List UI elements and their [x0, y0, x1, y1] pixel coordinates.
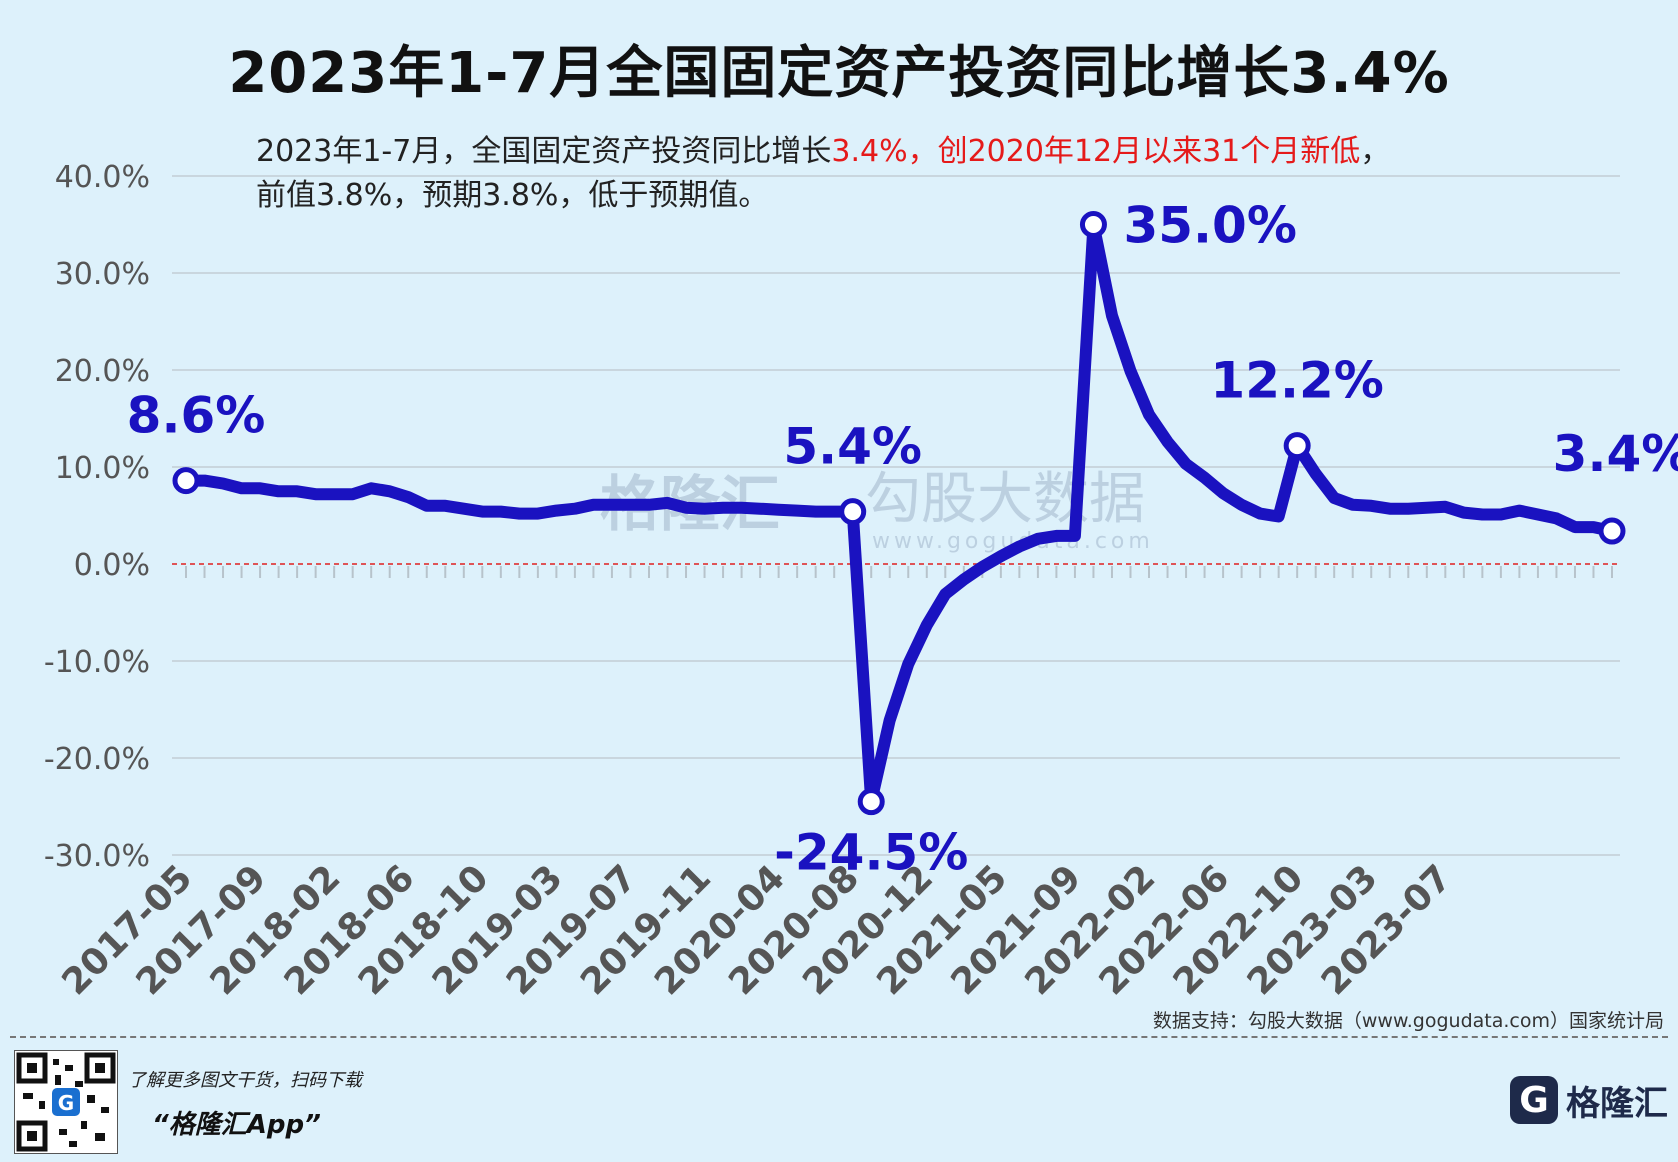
annotation-text: 2023年1-7月，全国固定资产投资同比增长	[256, 134, 832, 169]
qr-code: G	[14, 1050, 118, 1154]
annotation-comma: ，	[1360, 134, 1391, 169]
data-point-marker	[1283, 432, 1311, 460]
chart-title: 2023年1-7月全国固定资产投资同比增长3.4%	[228, 41, 1450, 106]
watermark-gogu: 勾股大数据	[865, 467, 1145, 532]
data-label: 35.0%	[1123, 197, 1296, 255]
line-chart: 格隆汇 勾股大数据 www.gogudata.com 40.0%30.0%20.…	[44, 160, 1678, 1000]
logo-icon: G	[1510, 1076, 1558, 1124]
data-label: 3.4%	[1553, 425, 1678, 483]
y-tick-label: 20.0%	[55, 354, 150, 389]
y-tick-label: 40.0%	[55, 160, 150, 195]
data-source: 数据支持：勾股大数据（www.gogudata.com）国家统计局	[1152, 1010, 1664, 1032]
y-tick-label: -30.0%	[44, 839, 150, 874]
data-point-marker	[172, 467, 200, 495]
qr-code-icon: G	[16, 1052, 116, 1152]
y-tick-label: -20.0%	[44, 742, 150, 777]
grid-layer	[172, 175, 1620, 856]
chart-annotation: 2023年1-7月，全国固定资产投资同比增长3.4%，创2020年12月以来31…	[256, 130, 1586, 218]
data-point-marker	[1598, 517, 1626, 545]
footer-divider	[10, 1036, 1668, 1038]
data-label: 12.2%	[1210, 352, 1383, 410]
y-tick-label: -10.0%	[44, 645, 150, 680]
series-line	[180, 218, 1618, 808]
footer-app-name: “格隆汇App”	[152, 1110, 321, 1140]
y-tick-label: 0.0%	[74, 548, 150, 583]
y-tick-label: 10.0%	[55, 451, 150, 486]
data-label: 5.4%	[783, 418, 922, 476]
brand-logo: G 格隆汇	[1510, 1070, 1668, 1130]
annotation-highlight: 3.4%，创2020年12月以来31个月新低	[831, 134, 1361, 169]
data-point-marker	[857, 788, 885, 816]
series-layer	[172, 211, 1626, 816]
annotation-line2: 前值3.8%，预期3.8%，低于预期值。	[256, 178, 769, 213]
data-point-marker	[1079, 211, 1107, 238]
data-label: 8.6%	[127, 387, 266, 445]
footer-promo: 了解更多图文干货，扫码下载	[128, 1070, 362, 1091]
logo-text: 格隆汇	[1566, 1083, 1668, 1124]
data-label: -24.5%	[774, 824, 968, 882]
y-tick-label: 30.0%	[55, 257, 150, 292]
data-point-marker	[839, 498, 867, 526]
label-layer: 8.6% 5.4% -24.5% 35.0% 12.2% 3.4%	[127, 197, 1678, 882]
qr-logo-mark: G	[58, 1091, 74, 1115]
